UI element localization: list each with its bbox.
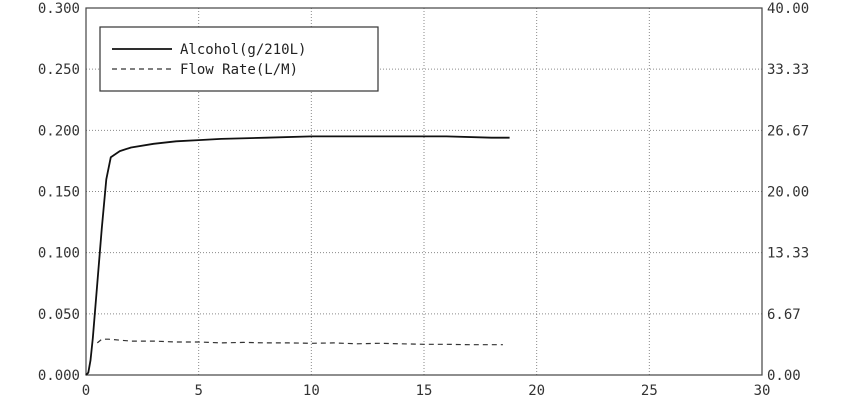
y-left-tick-label: 0.250: [38, 62, 80, 78]
x-tick-label: 15: [416, 383, 433, 399]
grid-lines: [86, 8, 762, 375]
y-right-tick-label: 26.67: [767, 123, 809, 139]
legend-label: Flow Rate(L/M): [180, 62, 298, 78]
y-right-tick-label: 20.00: [767, 185, 809, 201]
x-tick-label: 25: [641, 383, 658, 399]
y-right-tick-label: 6.67: [767, 307, 801, 323]
tick-labels: 0 5 10 15 20 25 30 0.000 0.050 0.100 0.150 0.200 0.2…: [38, 1, 809, 399]
plot-frame: [85, 7, 763, 376]
x-tick-label: 10: [303, 383, 320, 399]
y-left-tick-label: 0.050: [38, 307, 80, 323]
legend-label: Alcohol(g/210L): [180, 42, 306, 58]
legend: Alcohol(g/210L) Flow Rate(L/M): [99, 26, 379, 92]
y-right-tick-label: 33.33: [767, 62, 809, 78]
y-right-tick-label: 0.00: [767, 368, 801, 384]
x-tick-label: 0: [82, 383, 90, 399]
y-right-tick-label: 40.00: [767, 1, 809, 17]
flow-rate-series-line: [96, 338, 503, 346]
x-tick-label: 20: [528, 383, 545, 399]
legend-box: [99, 26, 379, 92]
y-right-tick-label: 13.33: [767, 246, 809, 262]
alcohol-series-line: [85, 135, 510, 376]
y-left-tick-label: 0.300: [38, 1, 80, 17]
y-left-tick-label: 0.000: [38, 368, 80, 384]
x-tick-label: 5: [194, 383, 202, 399]
y-left-tick-label: 0.100: [38, 246, 80, 262]
y-left-tick-label: 0.150: [38, 185, 80, 201]
x-tick-label: 30: [754, 383, 771, 399]
series-lines: [85, 135, 510, 376]
y-left-tick-label: 0.200: [38, 123, 80, 139]
